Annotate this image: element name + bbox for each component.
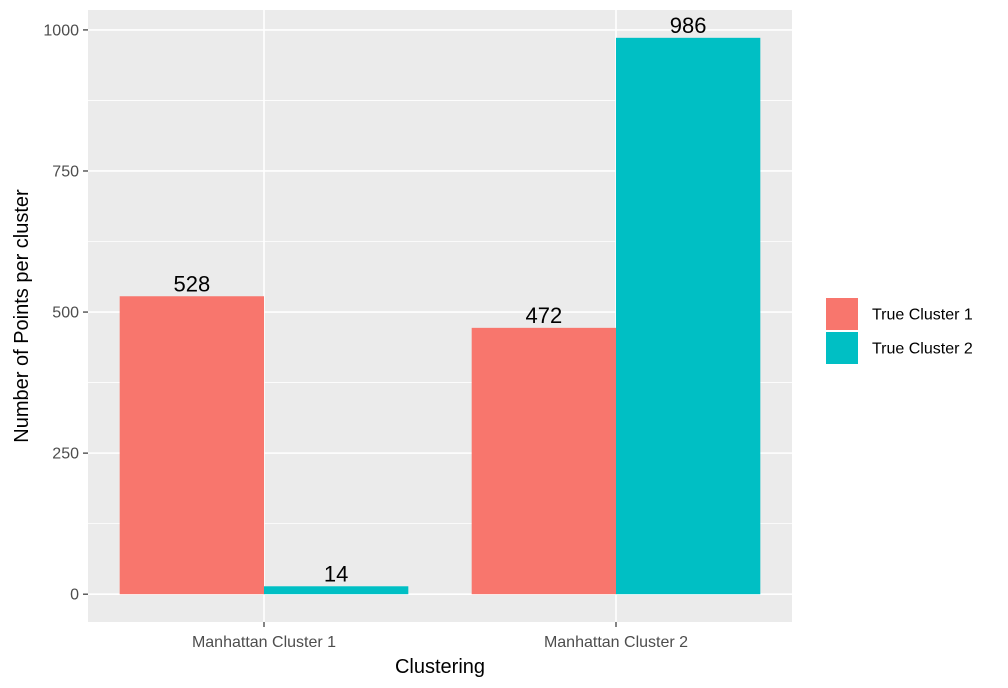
data-label: 986 <box>670 13 707 38</box>
legend-key <box>826 332 858 364</box>
y-tick-label: 500 <box>52 305 79 322</box>
y-axis-title: Number of Points per cluster <box>11 189 33 443</box>
x-tick-label: Manhattan Cluster 1 <box>192 634 336 651</box>
y-tick-label: 0 <box>70 587 79 604</box>
legend-label: True Cluster 1 <box>872 307 973 324</box>
bars <box>119 37 761 595</box>
legend-key <box>826 298 858 330</box>
legend: True Cluster 1 True Cluster 2 <box>826 298 973 364</box>
bar <box>264 586 409 595</box>
y-tick-label: 1000 <box>43 22 79 39</box>
x-axis-title: Clustering <box>395 656 485 678</box>
bar <box>471 327 616 595</box>
bar <box>616 37 761 595</box>
data-label: 528 <box>173 271 210 296</box>
x-tick-label: Manhattan Cluster 2 <box>544 634 688 651</box>
data-label: 14 <box>324 561 348 586</box>
data-label: 472 <box>525 303 562 328</box>
y-axis: 0 250 500 750 1000 <box>43 22 88 604</box>
legend-label: True Cluster 2 <box>872 341 973 358</box>
x-axis: Manhattan Cluster 1 Manhattan Cluster 2 <box>192 622 688 651</box>
bar <box>119 296 265 595</box>
data-labels: 528 14 472 986 <box>173 13 706 586</box>
y-tick-label: 250 <box>52 446 79 463</box>
y-tick-label: 750 <box>52 163 79 180</box>
